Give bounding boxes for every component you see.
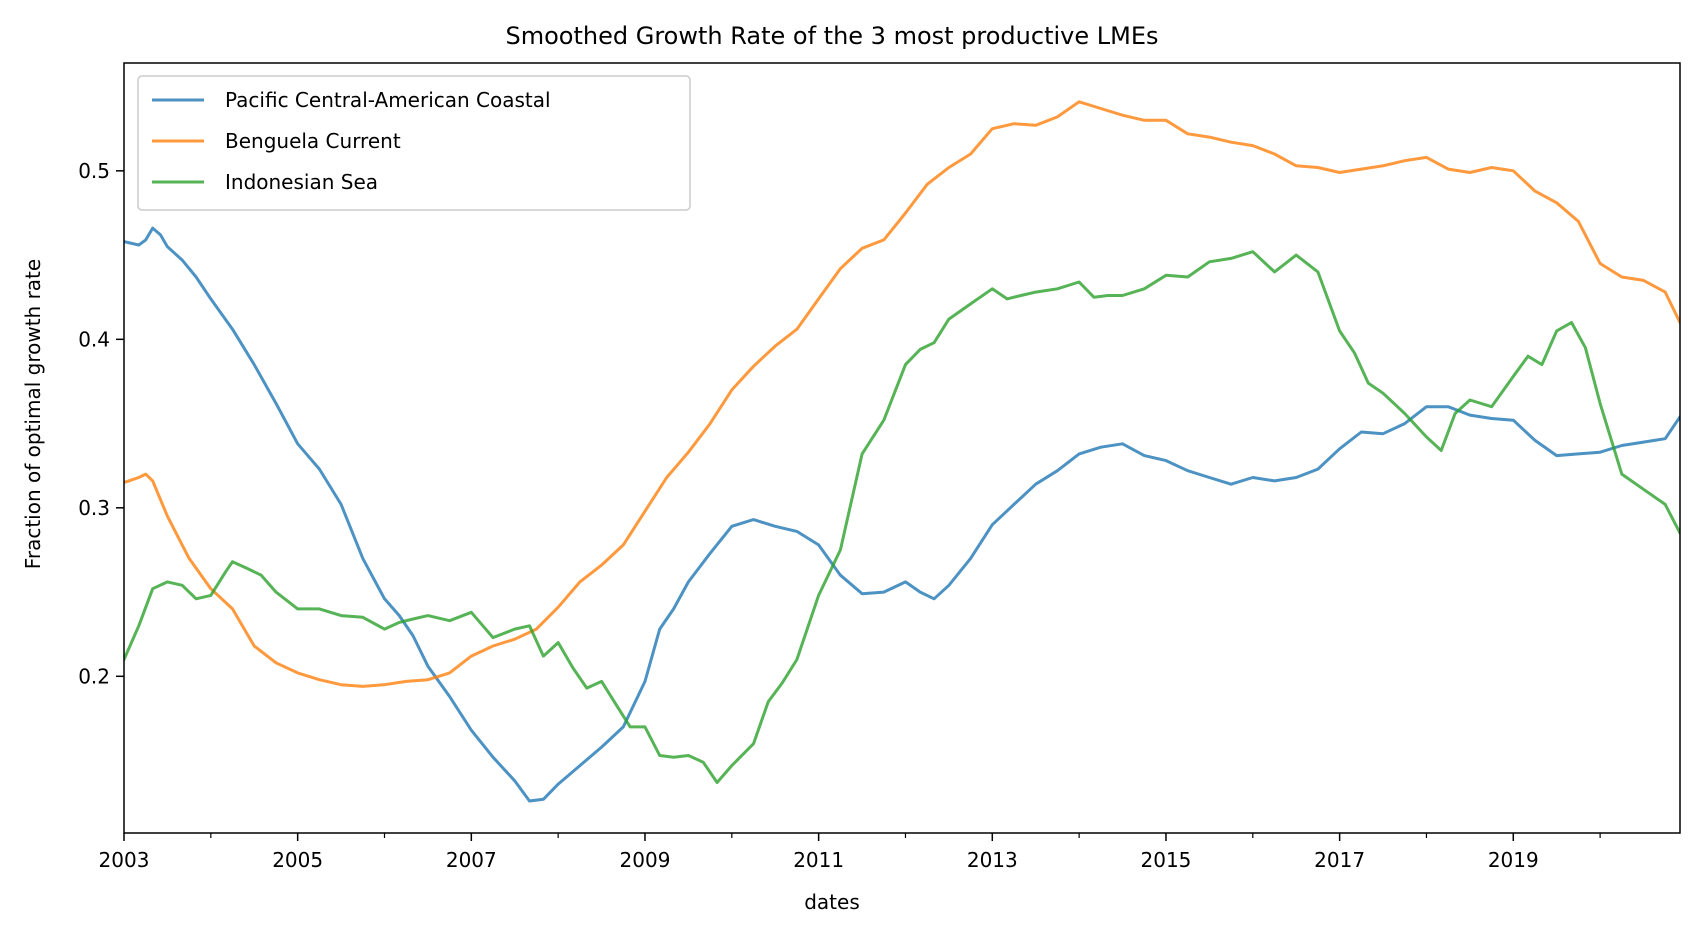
legend-label: Indonesian Sea: [225, 170, 378, 194]
y-tick-label: 0.5: [78, 159, 110, 183]
series-line-1: [124, 226, 1680, 803]
legend: Pacific Central-American Coastal Benguela…: [137, 75, 691, 211]
chart-title: Smoothed Growth Rate of the 3 most produ…: [506, 22, 1159, 50]
x-tick-label: 2003: [99, 848, 150, 872]
legend-box: [137, 75, 691, 211]
y-tick-label: 0.4: [78, 327, 110, 351]
x-tick-label: 2011: [793, 848, 844, 872]
x-tick-label: 2005: [272, 848, 323, 872]
legend-label: Pacific Central-American Coastal: [225, 88, 551, 112]
x-tick-label: 2013: [967, 848, 1018, 872]
y-axis: 0.2 0.3 0.4 0.5: [78, 159, 124, 688]
y-axis-label: Fraction of optimal growth rate: [21, 259, 45, 569]
x-axis: 2003 2005 2007 2009 2011 2013 2015 2017 2019: [99, 833, 1601, 872]
x-axis-label: dates: [804, 890, 860, 914]
y-tick-label: 0.3: [78, 496, 110, 520]
x-tick-label: 2007: [446, 848, 497, 872]
x-tick-label: 2019: [1488, 848, 1539, 872]
y-tick-label: 0.2: [78, 664, 110, 688]
plot-frame: [123, 62, 1681, 834]
x-tick-label: 2009: [620, 848, 671, 872]
legend-label: Benguela Current: [225, 129, 401, 153]
x-tick-label: 2017: [1314, 848, 1365, 872]
series-line-3: [124, 250, 1680, 784]
plot-area: [124, 100, 1680, 803]
x-tick-label: 2015: [1141, 848, 1192, 872]
series-line-2: [124, 100, 1680, 688]
